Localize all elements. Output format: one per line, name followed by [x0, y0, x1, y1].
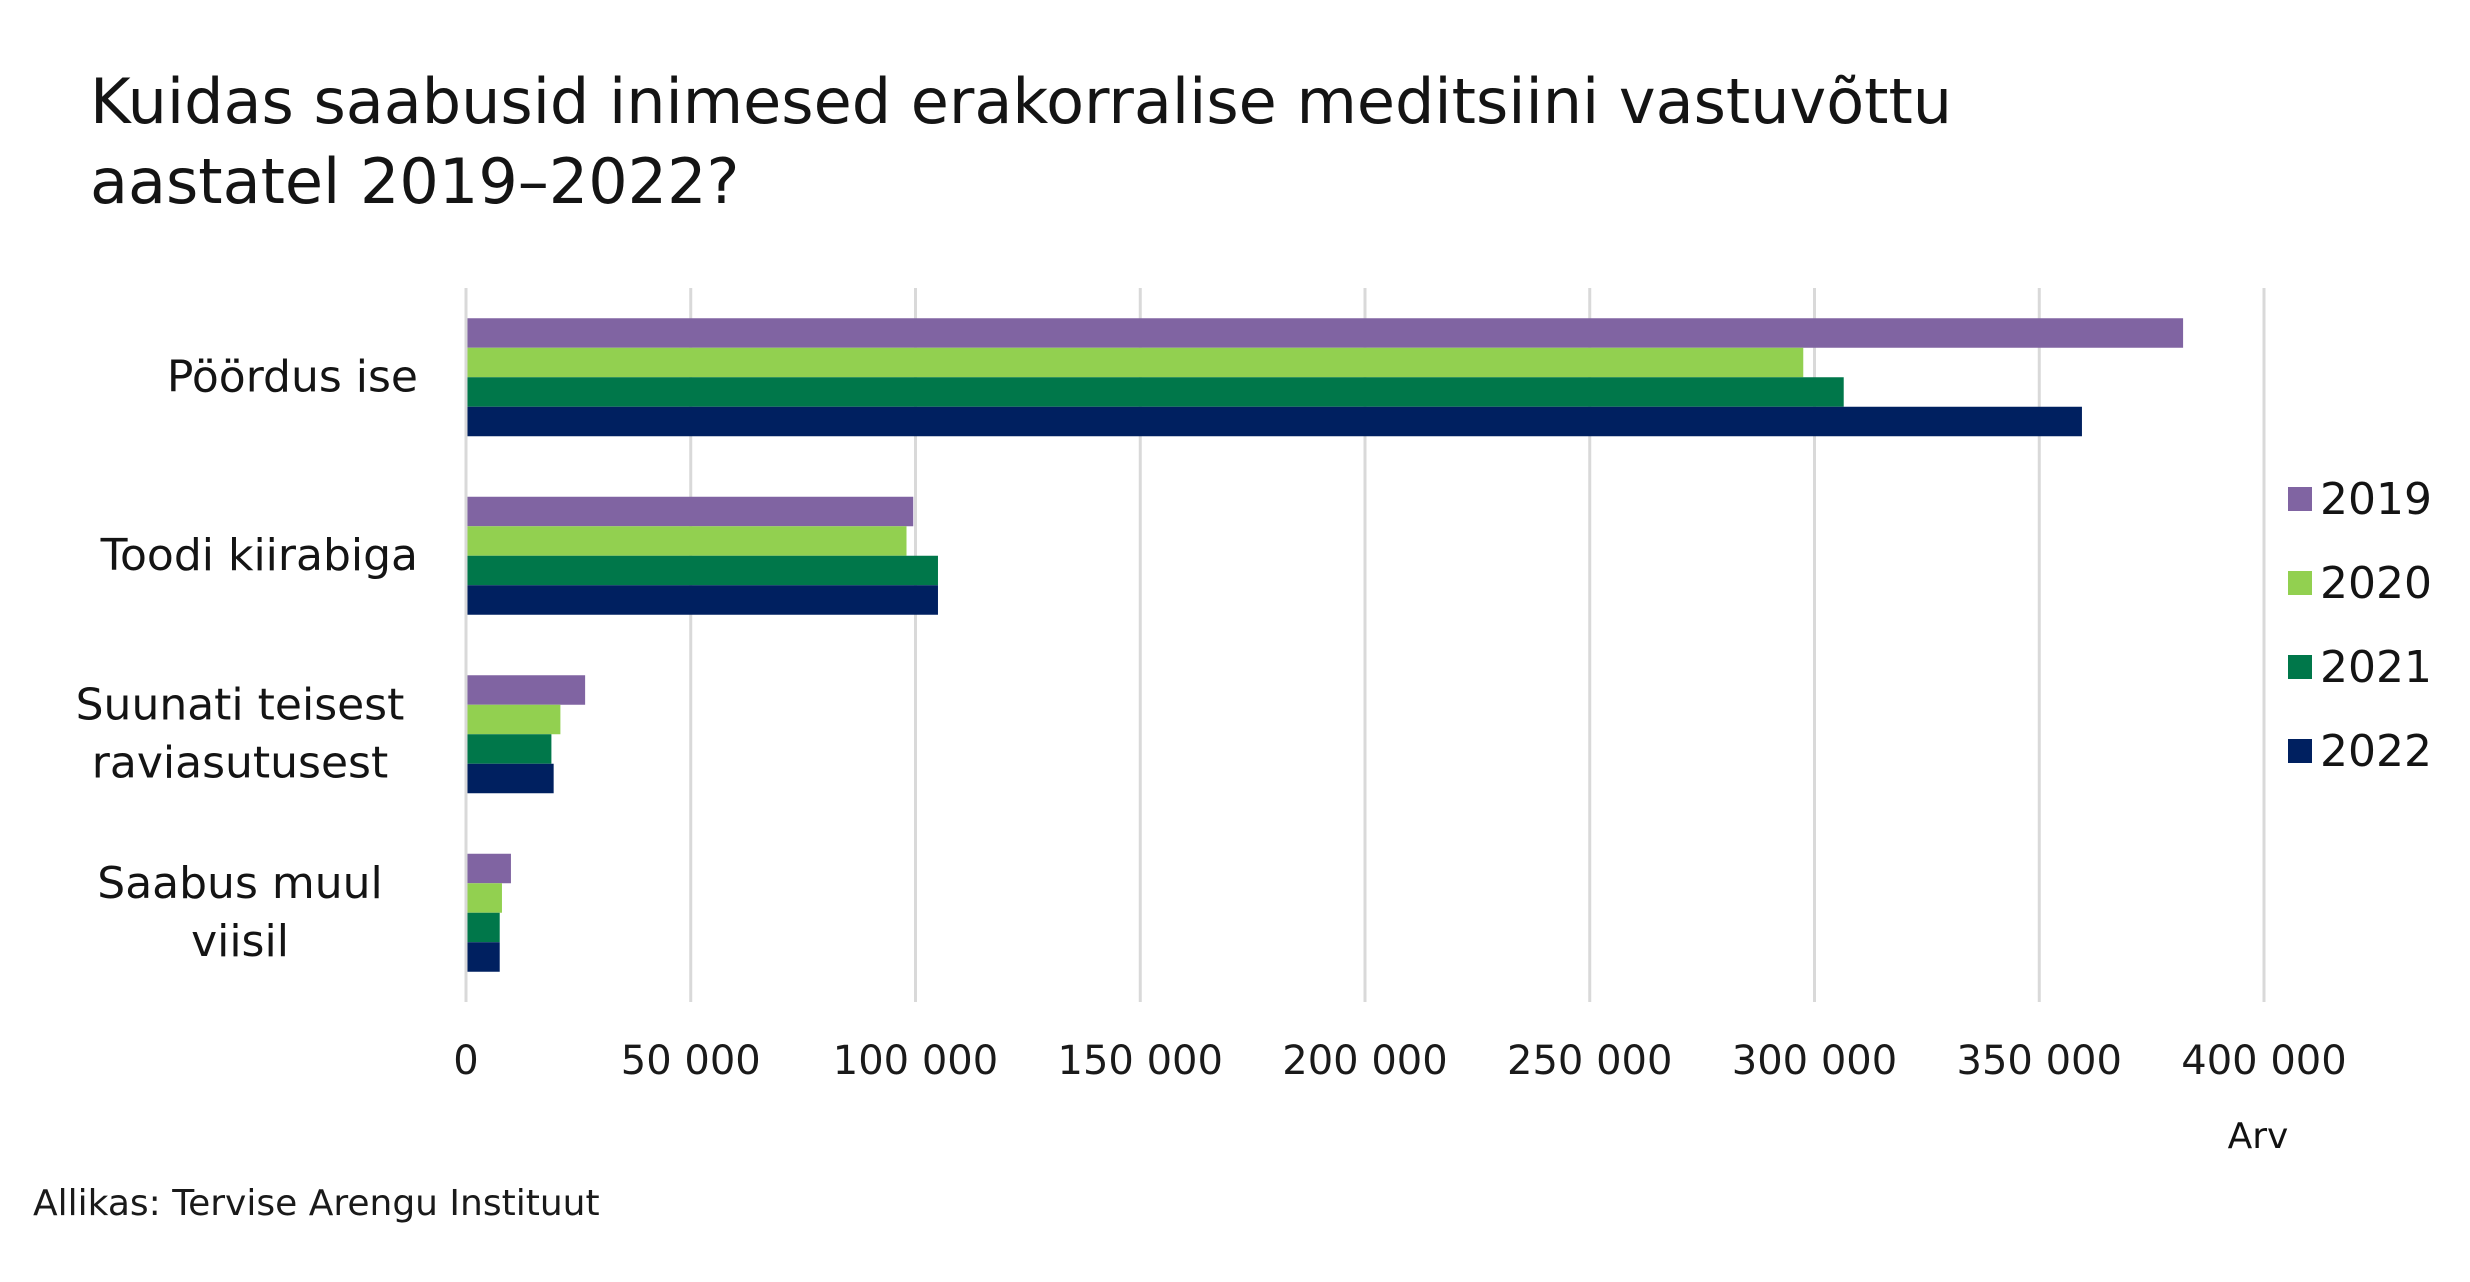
- legend-swatch-2021: [2288, 655, 2312, 679]
- x-tick-label: 300 000: [1732, 1038, 1897, 1084]
- x-tick-label: 0: [453, 1038, 478, 1084]
- legend-label-2019: 2019: [2320, 474, 2432, 525]
- x-tick-label: 250 000: [1507, 1038, 1672, 1084]
- chart-title-line-2: aastatel 2019–2022?: [90, 145, 740, 218]
- chart-title: Kuidas saabusid inimesed erakorralise me…: [90, 62, 2290, 222]
- bar-2020-cat-3: [467, 883, 502, 913]
- category-label: raviasutusest: [92, 737, 388, 788]
- legend-label-2020: 2020: [2320, 558, 2432, 609]
- x-axis-title: Arv: [2228, 1116, 2289, 1157]
- bar-2020-cat-1: [467, 526, 907, 556]
- x-tick-label: 400 000: [2181, 1038, 2346, 1084]
- category-label: Saabus muul: [97, 858, 382, 909]
- bar-2022-cat-2: [467, 763, 554, 794]
- category-label: Suunati teisest: [76, 679, 405, 730]
- x-tick-label: 150 000: [1058, 1038, 1223, 1084]
- category-label: Pöördus ise: [167, 351, 418, 402]
- bar-2019-cat-2: [467, 675, 586, 705]
- bar-2022-cat-3: [467, 942, 500, 972]
- category-label: Toodi kiirabiga: [100, 530, 418, 581]
- legend-label-2022: 2022: [2320, 726, 2432, 777]
- labels: 0 50 000 100 000 150 000 200 000 250 000 300 0…: [76, 351, 2347, 1157]
- bar-2022-cat-1: [467, 585, 938, 615]
- x-tick-label: 100 000: [833, 1038, 998, 1084]
- legend-swatch-2020: [2288, 571, 2312, 595]
- source-note: Allikas: Tervise Arengu Instituut: [33, 1183, 600, 1224]
- bar-2019-cat-0: [467, 318, 2184, 348]
- bar-2019-cat-3: [467, 853, 511, 884]
- bar-2021-cat-3: [467, 912, 500, 943]
- bar-2021-cat-0: [467, 377, 1844, 407]
- bar-2020-cat-0: [467, 347, 1804, 378]
- bar-2019-cat-1: [467, 496, 914, 527]
- bar-2021-cat-2: [467, 734, 552, 764]
- bars: [467, 318, 2184, 972]
- category-label: viisil: [191, 916, 289, 967]
- bar-2022-cat-0: [467, 406, 2082, 437]
- legend-swatch-2022: [2288, 739, 2312, 763]
- x-tick-label: 200 000: [1282, 1038, 1447, 1084]
- legend-swatch-2019: [2288, 487, 2312, 511]
- x-tick-label: 350 000: [1957, 1038, 2122, 1084]
- bar-2020-cat-2: [467, 704, 561, 735]
- x-tick-label: 50 000: [621, 1038, 761, 1084]
- chart-title-line-1: Kuidas saabusid inimesed erakorralise me…: [90, 65, 1953, 138]
- legend-label-2021: 2021: [2320, 642, 2432, 693]
- bar-2021-cat-1: [467, 555, 938, 586]
- legend: 2019 2020 2021 2022: [2288, 474, 2432, 777]
